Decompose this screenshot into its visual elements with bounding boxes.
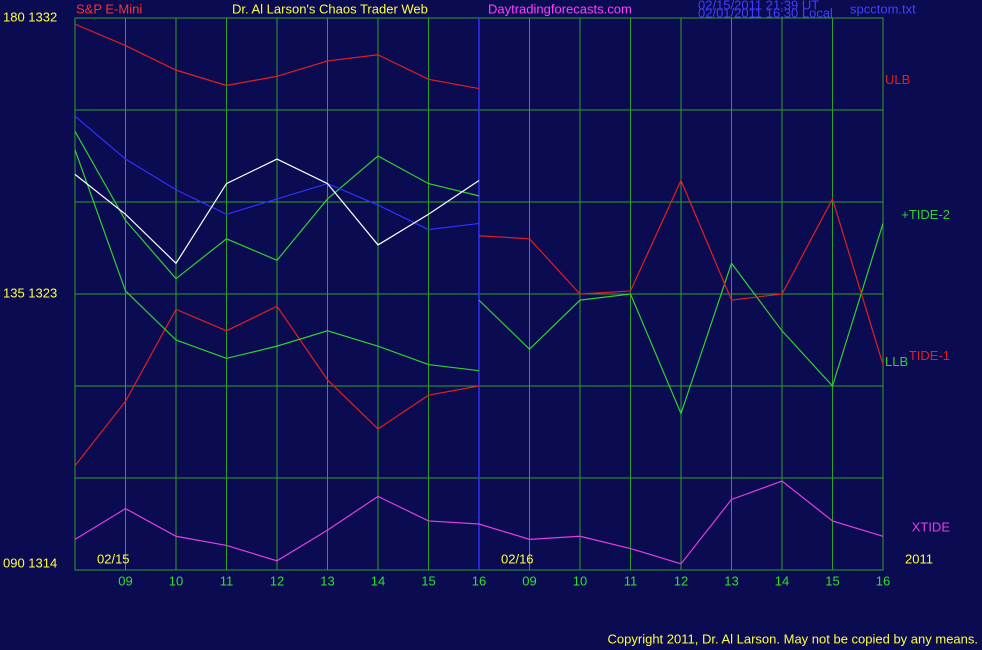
series-line [478, 179, 884, 365]
y-tick-label: 090 1314 [3, 555, 57, 570]
copyright: Copyright 2011, Dr. Al Larson. May not b… [608, 631, 978, 646]
x-tick-label: 09 [118, 573, 132, 588]
timestamp: 02/15/2011 21:39 UT [698, 0, 819, 12]
x-tick-label: 15 [825, 573, 839, 588]
x-tick-label: 10 [169, 573, 183, 588]
site: Daytradingforecasts.com [488, 1, 632, 16]
year: 2011 [905, 551, 933, 566]
date-label: 02/16 [501, 551, 534, 566]
series-label: +TIDE-2 [901, 207, 950, 222]
x-tick-label: 10 [573, 573, 587, 588]
series-line [74, 149, 480, 372]
date-label: 02/15 [97, 551, 130, 566]
x-tick-label: 12 [674, 573, 688, 588]
series-line [74, 115, 480, 231]
x-tick-label: 09 [522, 573, 536, 588]
series-label: XTIDE [912, 520, 951, 535]
y-tick-label: 135 1323 [3, 285, 57, 300]
series-line [74, 480, 884, 565]
y-tick-label: 180 1332 [3, 9, 57, 24]
x-tick-label: 15 [421, 573, 435, 588]
series-line [74, 305, 480, 467]
x-tick-label: 14 [775, 573, 789, 588]
series-label: LLB [885, 354, 908, 369]
x-tick-label: 11 [220, 573, 234, 588]
symbol: S&P E-Mini [76, 1, 142, 16]
x-tick-label: 12 [270, 573, 284, 588]
x-tick-label: 13 [724, 573, 738, 588]
series-label: ULB [885, 72, 910, 87]
x-tick-label: 13 [320, 573, 334, 588]
series-line [74, 158, 480, 265]
series-line [74, 23, 480, 90]
series-line [478, 223, 884, 416]
chart-title: Dr. Al Larson's Chaos Trader Web [232, 1, 428, 16]
timestamp: 02/01/2011 16:30 Local [698, 5, 833, 20]
x-tick-label: 16 [876, 573, 890, 588]
file-name: spcctom.txt [850, 1, 916, 16]
x-tick-label: 14 [371, 573, 385, 588]
series-label: TIDE-1 [909, 348, 950, 363]
x-tick-label: 16 [472, 573, 486, 588]
x-tick-label: 11 [624, 573, 638, 588]
series-line [74, 131, 480, 280]
